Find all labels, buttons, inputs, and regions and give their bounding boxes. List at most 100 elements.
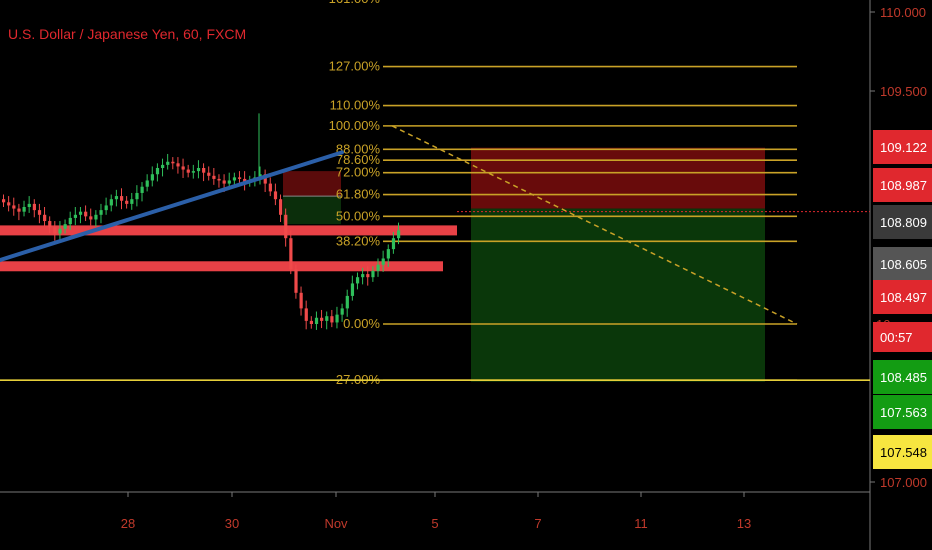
candle-body	[381, 258, 385, 265]
candle-body	[104, 205, 108, 211]
candle-body	[202, 168, 206, 173]
candle-body	[186, 169, 190, 173]
price-tag-label-3: 108.605	[880, 257, 927, 272]
candle-body	[243, 178, 247, 183]
x-tick-4: 7	[534, 516, 541, 531]
price-axis: 110.000109.500107.00010109.122108.987108…	[870, 5, 932, 490]
time-axis: 28 30 Nov 5 7 11 13	[121, 492, 751, 531]
candle-body	[32, 203, 36, 211]
candle-body	[94, 214, 98, 220]
price-tag-7	[873, 395, 932, 429]
candles-layer	[2, 113, 401, 330]
candle-body	[335, 314, 339, 323]
candle-body	[366, 274, 370, 278]
candle-body	[350, 283, 355, 296]
price-tag-8	[873, 435, 932, 469]
fib-label-6: 61.80%	[336, 187, 381, 202]
fib-retracement: 161.00% 127.00% 110.00% 100.00% 88.00%78.60%…	[0, 0, 870, 387]
candle-body	[181, 166, 185, 170]
candle-body	[145, 180, 149, 187]
candle-body	[99, 210, 103, 215]
y-tick-1: 109.500	[880, 84, 927, 99]
candle-body	[279, 199, 283, 215]
candle-body	[268, 183, 272, 192]
candle-body	[361, 274, 365, 278]
candle-body	[227, 180, 231, 184]
candle-body	[207, 172, 211, 176]
fib-label-3: 88.00%	[336, 141, 381, 156]
candle-body	[125, 200, 129, 204]
candle-body	[284, 214, 288, 239]
fib-label-0: 127.00%	[329, 59, 381, 74]
zones-layer	[0, 147, 765, 382]
candle-body	[12, 205, 16, 209]
price-tag-label-8: 107.548	[880, 445, 927, 460]
candle-body	[196, 168, 201, 172]
price-tag-2	[873, 205, 932, 239]
stop-zone	[471, 147, 765, 209]
price-tag-5	[873, 322, 932, 352]
candle-body	[89, 216, 93, 220]
candle-body	[166, 161, 170, 165]
candle-body	[68, 217, 72, 225]
x-tick-6: 13	[737, 516, 751, 531]
candle-body	[258, 174, 262, 178]
price-tag-label-7: 107.563	[880, 405, 927, 420]
candle-body	[294, 269, 298, 293]
candle-body	[320, 317, 324, 321]
candle-body	[289, 238, 293, 270]
candle-body	[109, 199, 113, 206]
candle-body	[78, 211, 83, 215]
candle-body	[171, 161, 175, 164]
price-tag-label-2: 108.809	[880, 215, 927, 230]
fib-label-8: 38.20%	[336, 233, 381, 248]
x-tick-5: 11	[634, 516, 648, 531]
x-tick-1: 30	[225, 516, 239, 531]
x-tick-3: 5	[431, 516, 438, 531]
fib-label-7: 50.00%	[336, 208, 381, 223]
price-tag-6	[873, 360, 932, 394]
candle-body	[191, 171, 196, 173]
candle-body	[7, 202, 11, 206]
price-tag-label-5: 00:57	[880, 330, 913, 345]
candle-body	[114, 196, 119, 200]
candle-body	[135, 192, 139, 200]
price-tag-1	[873, 168, 932, 202]
price-tag-label-6: 108.485	[880, 370, 927, 385]
trendline	[0, 150, 344, 263]
candle-body	[43, 214, 47, 222]
fib-label-4: 78.60%	[336, 152, 381, 167]
price-tag-label-1: 108.987	[880, 178, 927, 193]
candle-body	[150, 174, 154, 181]
candle-body	[27, 203, 31, 207]
fib-label-1: 110.00%	[330, 98, 381, 113]
candle-body	[161, 164, 165, 168]
candle-body	[391, 238, 396, 250]
candle-body	[22, 207, 26, 212]
price-tag-label-4: 108.497	[880, 290, 927, 305]
candle-body	[217, 178, 221, 181]
candle-body	[63, 224, 67, 229]
zone-resistance	[0, 225, 457, 236]
candle-body	[309, 320, 313, 324]
candle-body	[222, 180, 226, 184]
small-target-zone	[283, 196, 341, 225]
candle-body	[119, 196, 124, 201]
candle-body	[376, 264, 380, 271]
zone-support	[0, 261, 443, 272]
projection-line	[391, 125, 798, 325]
candle-body	[48, 221, 52, 228]
candle-body	[371, 270, 375, 278]
candle-body	[155, 168, 160, 175]
candle-body	[386, 249, 390, 259]
candle-body	[325, 316, 329, 321]
fib-top-partial: 161.00%	[329, 0, 381, 6]
price-tag-3	[873, 247, 932, 281]
price-tag-0	[873, 130, 932, 164]
chart-title: U.S. Dollar / Japanese Yen, 60, FXCM	[8, 26, 247, 42]
candle-body	[263, 174, 267, 184]
fib-label-5: 72.00%	[336, 165, 381, 180]
price-tag-4	[873, 280, 932, 314]
candle-body	[330, 316, 334, 323]
